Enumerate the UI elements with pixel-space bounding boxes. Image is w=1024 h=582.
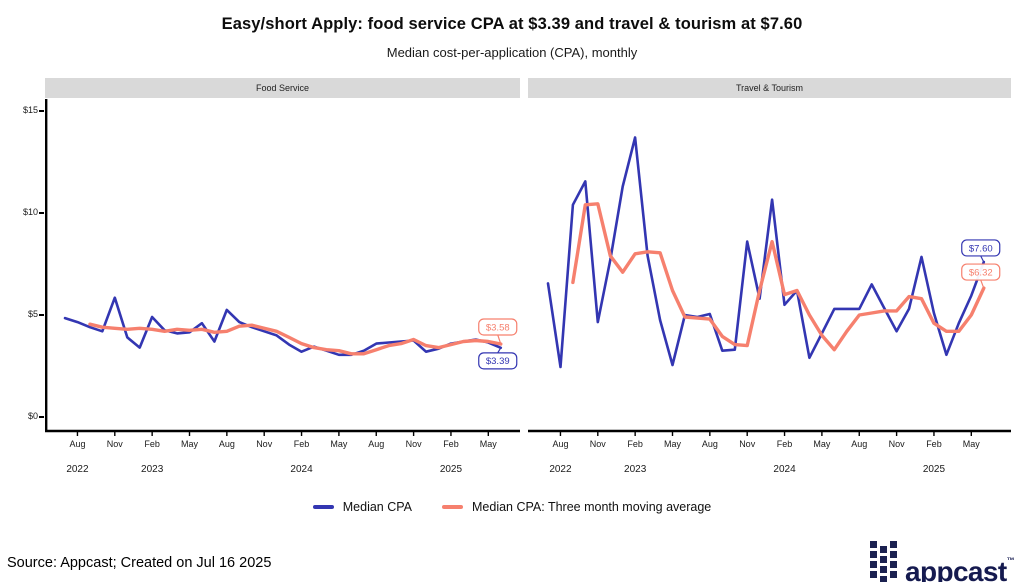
logo-square bbox=[889, 571, 897, 578]
end-label-box bbox=[961, 263, 1001, 281]
x-axis-tick-label: May bbox=[963, 439, 981, 449]
legend-swatch-salmon bbox=[442, 505, 463, 509]
logo-square bbox=[869, 561, 877, 568]
x-axis-tick-label: Aug bbox=[851, 439, 867, 449]
x-axis-tick-label: May bbox=[181, 439, 199, 449]
y-axis-label-0: $0 bbox=[27, 411, 38, 421]
appcast-logo-icon bbox=[869, 541, 897, 582]
y-axis-tick bbox=[39, 416, 44, 418]
end-label-text: $6.32 bbox=[969, 267, 993, 278]
x-axis-tick-label: Nov bbox=[889, 439, 906, 449]
series-line-median bbox=[546, 136, 986, 369]
logo-square bbox=[879, 576, 887, 582]
logo-square bbox=[869, 541, 877, 548]
y-axis-tick bbox=[39, 110, 44, 112]
x-axis-tick-label: Feb bbox=[627, 439, 643, 449]
legend-item-1: Median CPA: Three month moving average bbox=[442, 500, 711, 514]
x-axis-year-label: 2022 bbox=[66, 464, 89, 475]
x-axis-year-label: 2025 bbox=[440, 464, 463, 475]
trademark-symbol: ™ bbox=[1006, 556, 1015, 565]
appcast-logo-text: appcast™ bbox=[904, 556, 1015, 582]
logo-square bbox=[889, 551, 897, 558]
end-label-connector bbox=[497, 347, 502, 354]
end-label-text: $3.39 bbox=[486, 356, 510, 367]
y-axis-tick bbox=[39, 314, 44, 316]
x-axis-tick-label: Nov bbox=[739, 439, 756, 449]
logo-square bbox=[869, 551, 877, 558]
logo-square bbox=[879, 556, 887, 563]
series-line-ma bbox=[88, 322, 503, 356]
x-axis-tick-label: Feb bbox=[144, 439, 160, 449]
end-label-text: $7.60 bbox=[969, 243, 993, 254]
x-axis-tick-label: Aug bbox=[702, 439, 718, 449]
x-axis-tick-label: Aug bbox=[219, 439, 235, 449]
logo-square bbox=[879, 566, 887, 573]
end-label-text: $3.58 bbox=[486, 322, 510, 333]
x-axis-tick-label: Nov bbox=[590, 439, 607, 449]
x-axis-tick-label: May bbox=[480, 439, 498, 449]
y-axis-label-5: $5 bbox=[27, 309, 38, 319]
x-axis-year-label: 2023 bbox=[141, 464, 164, 475]
x-axis-tick-label: Feb bbox=[443, 439, 459, 449]
faceted-chart: Food Service Aug Nov Feb May Aug Nov Feb May Aug… bbox=[45, 78, 1011, 477]
x-axis-tick-label: Nov bbox=[107, 439, 124, 449]
logo-square bbox=[889, 561, 897, 568]
y-axis-label-10: $10 bbox=[22, 207, 38, 217]
source-text: Source: Appcast; Created on Jul 16 2025 bbox=[7, 555, 272, 571]
x-axis-tick-label: Nov bbox=[256, 439, 273, 449]
appcast-logo: appcast™ bbox=[869, 541, 1015, 582]
end-label-connector bbox=[980, 279, 985, 289]
legend-item-0: Median CPA bbox=[312, 500, 412, 514]
y-axis-tick bbox=[39, 212, 44, 214]
page-title: Easy/short Apply: food service CPA at $3… bbox=[221, 15, 803, 33]
end-label-connector bbox=[980, 255, 985, 263]
end-label-box bbox=[961, 239, 1001, 257]
end-label-box bbox=[478, 318, 518, 336]
chart-legend: Median CPA Median CPA: Three month moving… bbox=[0, 500, 1024, 514]
x-axis-tick-label: Feb bbox=[294, 439, 310, 449]
x-axis-year-label: 2022 bbox=[549, 464, 572, 475]
x-axis-tick-label: May bbox=[330, 439, 348, 449]
x-axis-year-label: 2024 bbox=[773, 464, 796, 475]
x-axis-tick-label: May bbox=[813, 439, 831, 449]
logo-square bbox=[869, 571, 877, 578]
series-line-ma bbox=[571, 202, 986, 352]
food-service-chart: Aug Nov Feb May Aug Nov Feb May Aug Nov Feb May 2022… bbox=[45, 99, 520, 475]
panel-food-service: Food Service Aug Nov Feb May Aug Nov Feb May Aug… bbox=[45, 78, 520, 477]
end-label-connector bbox=[497, 334, 502, 345]
legend-swatch-blue bbox=[312, 505, 334, 509]
legend-label: Median CPA: Three month moving average bbox=[472, 500, 712, 514]
y-axis-label-15: $15 bbox=[22, 105, 38, 115]
x-axis-year-label: 2025 bbox=[923, 464, 946, 475]
strip-travel-tourism: Travel & Tourism bbox=[528, 78, 1011, 98]
series-line-median bbox=[63, 296, 503, 357]
x-axis-tick-label: Feb bbox=[777, 439, 793, 449]
strip-food-service: Food Service bbox=[45, 78, 520, 98]
x-axis-tick-label: Aug bbox=[69, 439, 85, 449]
x-axis-tick-label: Nov bbox=[406, 439, 423, 449]
page-subtitle: Median cost-per-application (CPA), month… bbox=[386, 45, 638, 60]
x-axis-year-label: 2024 bbox=[290, 464, 313, 475]
x-axis-tick-label: Aug bbox=[552, 439, 568, 449]
x-axis-tick-label: Feb bbox=[926, 439, 942, 449]
logo-square bbox=[879, 546, 887, 553]
legend-label: Median CPA bbox=[342, 500, 412, 514]
end-label-box bbox=[478, 352, 518, 370]
x-axis-year-label: 2023 bbox=[624, 464, 647, 475]
logo-square bbox=[889, 541, 897, 548]
x-axis-tick-label: May bbox=[664, 439, 682, 449]
travel-tourism-chart: Aug Nov Feb May Aug Nov Feb May Aug Nov Feb May 2022… bbox=[528, 136, 1011, 475]
panel-travel-tourism: Travel & Tourism Aug Nov Feb May Aug Nov Feb Ma… bbox=[528, 78, 1011, 477]
x-axis-tick-label: Aug bbox=[368, 439, 384, 449]
